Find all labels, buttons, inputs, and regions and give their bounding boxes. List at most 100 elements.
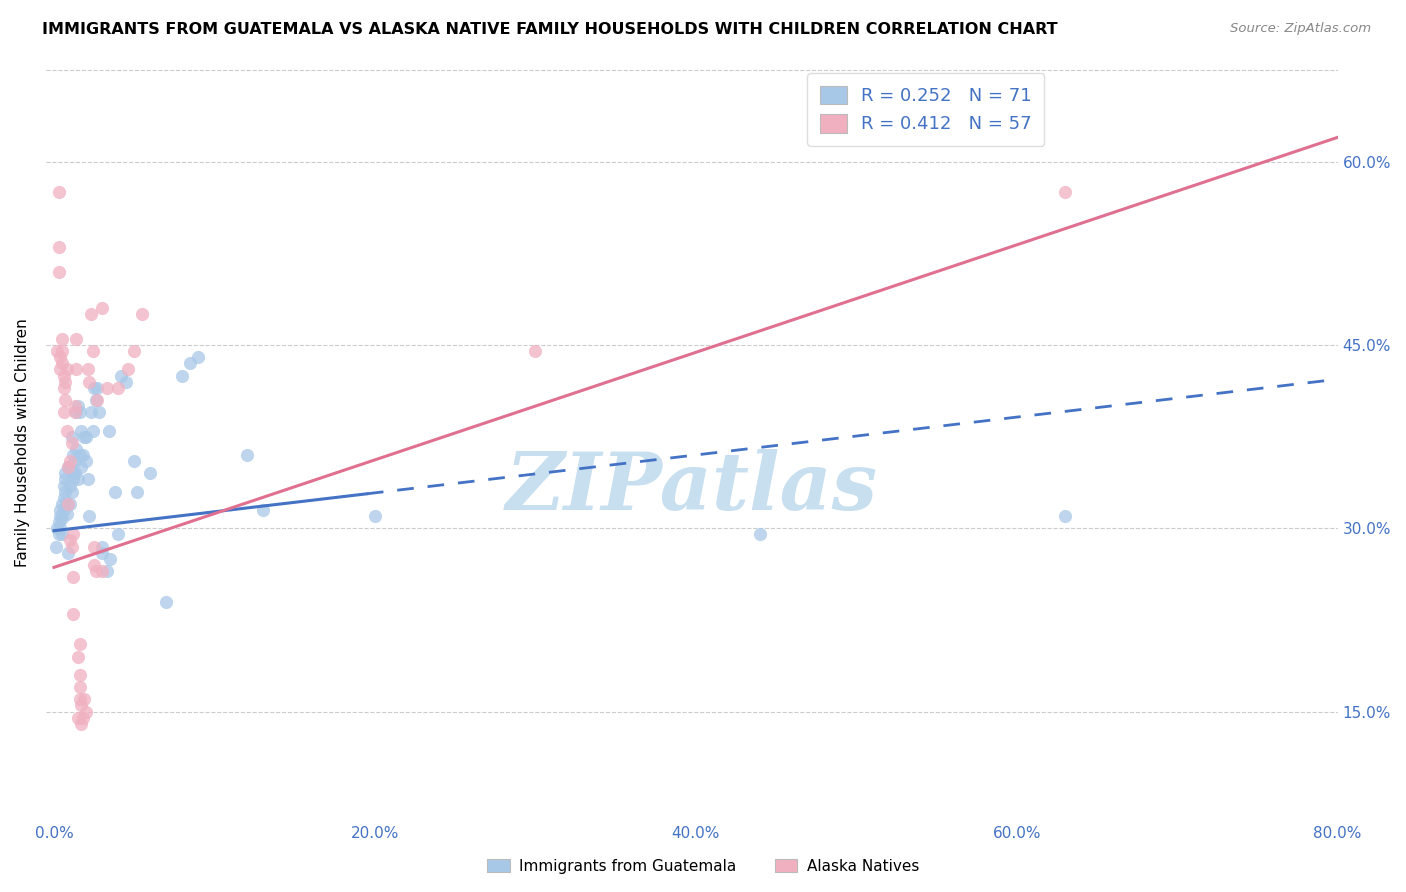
Point [62,467,84,481]
Point [96,381,118,395]
Point [91,546,114,560]
Point [749,527,772,541]
Point [53,375,76,389]
Point [59,533,82,548]
Point [86,392,108,407]
Point [187,351,209,365]
Point [56,497,79,511]
Y-axis label: Family Households with Children: Family Households with Children [15,318,30,567]
Point [59,454,82,468]
Point [52,405,75,419]
Point [59,460,82,475]
Point [49,503,72,517]
Point [65,362,87,376]
Point [49,351,72,365]
Point [75,430,97,444]
Point [58,460,80,475]
Point [59,478,82,492]
Point [104,484,127,499]
Point [48,186,70,200]
Point [53,472,76,486]
Legend: R = 0.252   N = 71, R = 0.412   N = 57: R = 0.252 N = 71, R = 0.412 N = 57 [807,73,1045,146]
Point [110,368,132,383]
Point [53,484,76,499]
Point [86,381,108,395]
Point [115,375,138,389]
Point [46,521,69,535]
Point [53,392,76,407]
Point [46,344,69,359]
Point [75,705,97,719]
Point [65,332,87,346]
Point [56,362,79,376]
Point [122,454,145,468]
Point [51,332,73,346]
Point [107,381,129,395]
Point [52,491,75,505]
Legend: Immigrants from Guatemala, Alaska Natives: Immigrants from Guatemala, Alaska Native… [481,853,925,880]
Point [364,509,387,524]
Point [84,564,107,578]
Point [70,716,93,731]
Point [80,405,103,419]
Point [60,430,83,444]
Point [76,472,98,486]
Point [80,308,103,322]
Point [67,399,90,413]
Point [73,430,96,444]
Point [122,344,145,359]
Point [70,424,93,438]
Point [96,564,118,578]
Point [60,484,83,499]
Point [60,435,83,450]
Point [179,356,201,370]
Point [79,375,101,389]
Point [52,368,75,383]
Point [235,448,257,462]
Point [70,698,93,713]
Point [69,680,91,694]
Point [69,637,91,651]
Point [139,467,162,481]
Point [49,362,72,376]
Point [62,472,84,486]
Point [49,521,72,535]
Point [65,442,87,456]
Point [87,405,110,419]
Point [69,448,91,462]
Point [83,381,105,395]
Point [63,399,86,413]
Point [51,527,73,541]
Point [82,424,104,438]
Point [48,240,70,254]
Point [51,511,73,525]
Point [84,392,107,407]
Point [63,405,86,419]
Text: ZIPatlas: ZIPatlas [506,450,877,527]
Point [48,265,70,279]
Point [62,527,84,541]
Text: Source: ZipAtlas.com: Source: ZipAtlas.com [1230,22,1371,36]
Point [82,344,104,359]
Point [56,507,79,521]
Point [155,594,177,608]
Point [58,546,80,560]
Point [59,497,82,511]
Point [73,692,96,706]
Point [72,448,94,462]
Point [98,551,121,566]
Point [49,509,72,524]
Point [67,711,90,725]
Point [67,472,90,486]
Point [91,301,114,316]
Point [48,515,70,529]
Point [48,527,70,541]
Point [1053,186,1076,200]
Point [51,356,73,370]
Point [52,381,75,395]
Point [58,497,80,511]
Point [62,607,84,621]
Point [67,649,90,664]
Point [65,405,87,419]
Point [45,540,67,554]
